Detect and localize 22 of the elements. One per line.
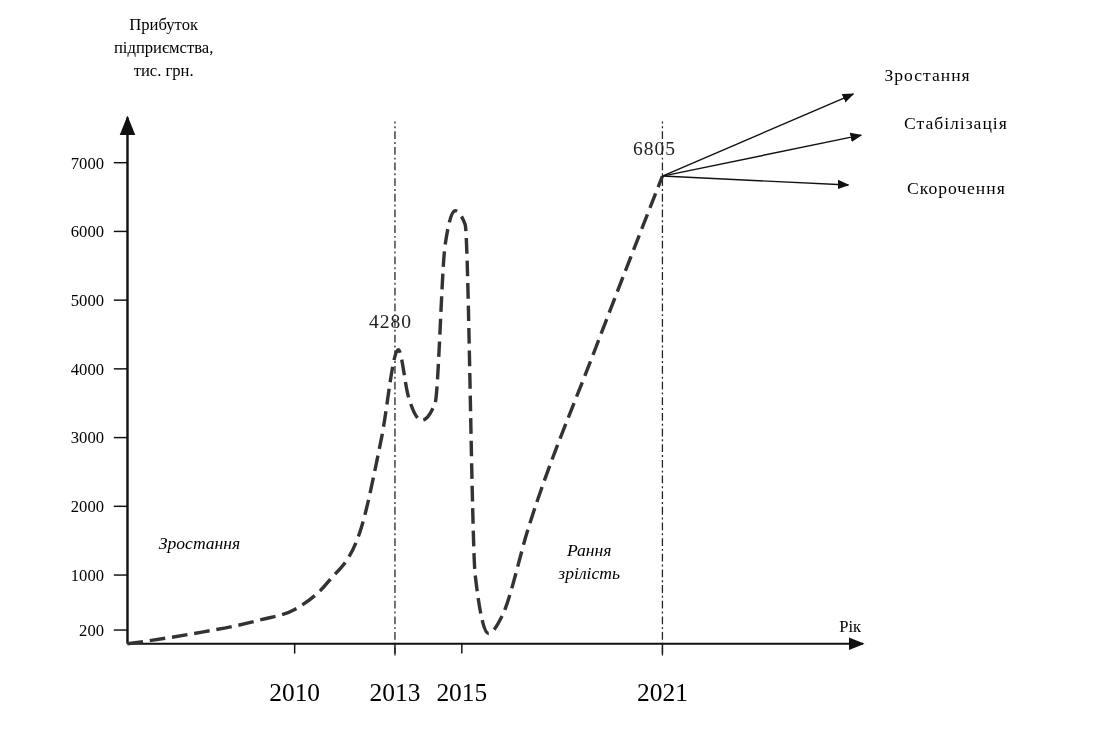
- x-tick-label: 2021: [637, 677, 688, 707]
- line-series: [125, 174, 665, 646]
- y-tick-label: 2000: [70, 497, 105, 517]
- y-tick-label: 3000: [70, 428, 105, 448]
- annotation: 4280: [368, 311, 412, 333]
- text: Стабілізація: [904, 113, 1008, 134]
- text: Зростання: [884, 65, 971, 86]
- x-tick-label: 2010: [269, 677, 321, 707]
- y-tick-label: 4000: [70, 359, 105, 379]
- y-tick-label: 6000: [70, 222, 105, 242]
- y-tick-label: 7000: [70, 153, 105, 173]
- annotation: Рання зрілість: [557, 539, 620, 584]
- y-tick-label: 1000: [70, 565, 105, 585]
- annotation: 6805: [633, 137, 677, 159]
- x-tick-label: 2013: [369, 677, 421, 707]
- x-axis-title: Рік: [839, 617, 862, 637]
- y-tick-label: 200: [79, 620, 105, 640]
- text: Скорочення: [907, 177, 1006, 198]
- y-axis-title: Прибуток підприємства, тис. грн.: [113, 14, 214, 81]
- annotation: Зростання: [158, 532, 241, 553]
- x-tick-label: 2015: [436, 677, 488, 707]
- y-tick-label: 5000: [70, 291, 105, 311]
